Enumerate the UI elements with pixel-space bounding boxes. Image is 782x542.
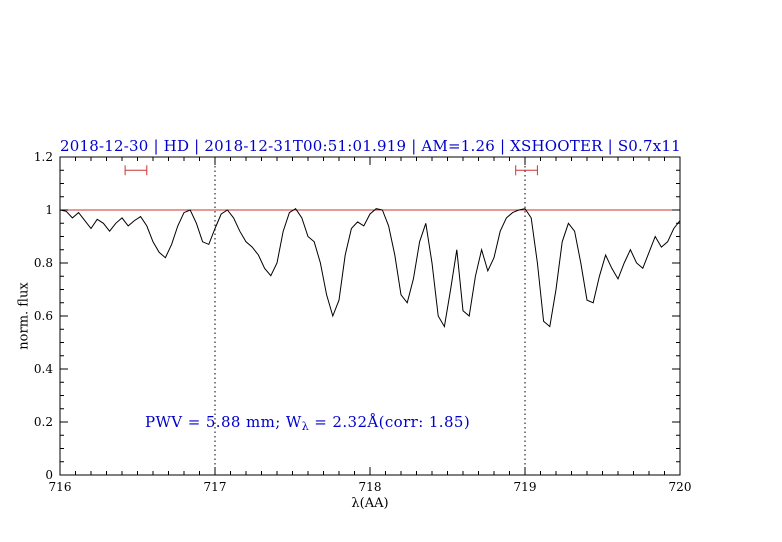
axis-ticks	[59, 156, 681, 476]
y-tick-label: 0.8	[34, 256, 53, 270]
x-tick-label: 720	[669, 480, 692, 494]
y-tick-label: 1	[45, 203, 53, 217]
x-tick-label: 717	[204, 480, 227, 494]
pwv-annotation: PWV = 5.88 mm; Wλ = 2.32Å(corr: 1.85)	[145, 413, 470, 433]
plot-title: 2018-12-30 | HD | 2018-12-31T00:51:01.91…	[60, 137, 681, 155]
y-tick-label: 0.2	[34, 415, 53, 429]
ew-marker	[124, 165, 148, 176]
y-axis-label: norm. flux	[16, 282, 32, 350]
pwv-annotation-prefix: PWV = 5.88 mm; W	[145, 413, 302, 431]
pwv-annotation-subscript: λ	[301, 420, 310, 433]
ew-marker	[515, 165, 538, 176]
x-axis-label: λ(AA)	[351, 496, 389, 511]
x-tick-label: 718	[359, 480, 382, 494]
y-tick-label: 1.2	[34, 150, 53, 164]
x-tick-label: 716	[49, 480, 72, 494]
pwv-annotation-suffix: = 2.32Å(corr: 1.85)	[309, 413, 471, 431]
axis-tick-labels: 716 717 718 719 720 0 0.2 0.4 0.6 0.8 1 1.2	[34, 150, 692, 494]
spectrum-line	[59, 208, 681, 329]
y-tick-label: 0	[45, 468, 53, 482]
y-tick-label: 0.4	[34, 362, 53, 376]
y-tick-label: 0.6	[34, 309, 53, 323]
x-tick-label: 719	[514, 480, 537, 494]
